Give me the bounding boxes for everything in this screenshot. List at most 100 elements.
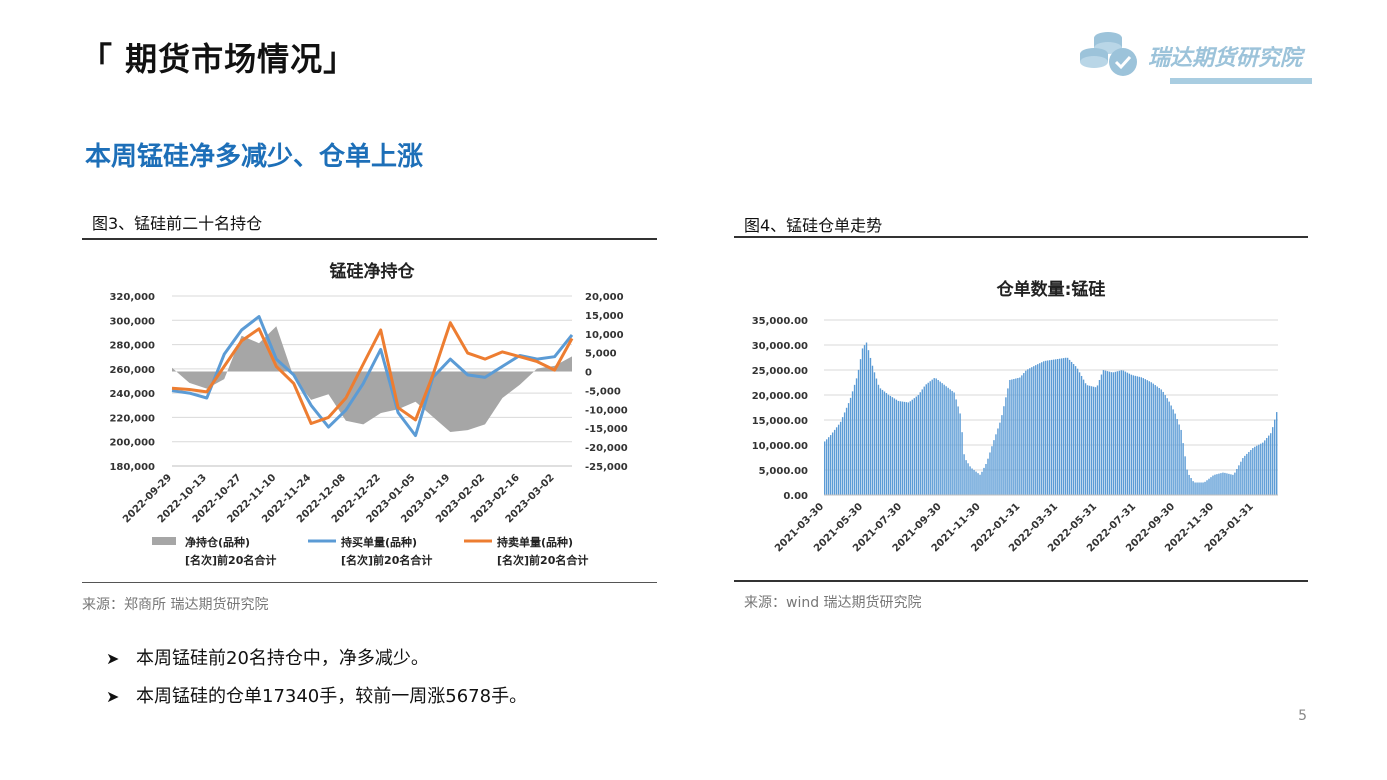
warrant-bar <box>1264 440 1266 495</box>
warrant-bar <box>879 388 882 496</box>
warrant-bar <box>1031 367 1033 495</box>
warrant-bar <box>1056 359 1059 495</box>
warrant-bar <box>1058 358 1061 495</box>
y-tick-label-right: -15,000 <box>585 424 628 435</box>
warrant-bar <box>1176 419 1178 495</box>
warrant-bar <box>853 384 856 495</box>
warrant-bar <box>1270 433 1272 495</box>
warrant-bar <box>917 395 919 495</box>
warrant-bar <box>1003 406 1005 495</box>
warrant-bar <box>929 381 931 495</box>
warrant-bar <box>1246 453 1248 495</box>
warrant-bar <box>1160 389 1162 495</box>
warrant-bar <box>1200 482 1202 495</box>
warrant-bar <box>1116 371 1119 495</box>
warrant-bar <box>1078 372 1081 495</box>
warrant-bar <box>1156 386 1158 495</box>
warrant-bar <box>1146 380 1148 495</box>
warrant-bar <box>903 401 906 495</box>
fig4-label: 图4、锰硅仓单走势 <box>744 216 883 235</box>
y-tick-label-left: 180,000 <box>109 462 155 473</box>
warrant-bar <box>1184 456 1186 495</box>
warrant-bar <box>931 379 933 495</box>
fig3-bottom-rule <box>82 582 657 583</box>
warrant-bar <box>957 406 959 495</box>
warrant-bar <box>941 383 943 495</box>
warrant-bar <box>1104 370 1107 495</box>
warrant-bar <box>1049 360 1051 495</box>
warrant-bar <box>1234 472 1236 495</box>
warrant-bar <box>1098 379 1101 495</box>
warrant-bar <box>1045 360 1047 495</box>
warrant-bar <box>1144 379 1146 495</box>
warrant-bar <box>1240 461 1242 495</box>
warrant-bar <box>877 384 880 495</box>
warrant-bar <box>1021 375 1023 495</box>
warrant-bar <box>1082 379 1085 495</box>
y-tick-label-right: -25,000 <box>585 462 628 473</box>
warrant-bar <box>1108 371 1111 495</box>
warrant-bar <box>1182 443 1184 495</box>
warrant-bar <box>1158 387 1160 495</box>
warrant-bar <box>1276 412 1278 495</box>
warrant-bar <box>1080 375 1083 495</box>
warrant-bar <box>943 384 945 495</box>
warrant-bar <box>1250 450 1252 495</box>
warrant-bar <box>1242 458 1244 495</box>
warrant-bar <box>1074 366 1077 495</box>
warrant-bar <box>867 350 870 495</box>
warrant-bar <box>1052 359 1055 495</box>
warrant-bar <box>1084 383 1087 495</box>
section-subtitle: 本周锰硅净多减少、仓单上涨 <box>85 142 424 172</box>
warrant-bar <box>1120 370 1123 495</box>
warrant-bar <box>921 389 923 495</box>
warrant-bar <box>911 399 913 495</box>
warrant-bar <box>909 401 912 495</box>
warrant-bar <box>899 401 902 495</box>
warrant-bar <box>1150 382 1152 495</box>
warrant-bar <box>1272 427 1274 495</box>
warrant-bar <box>1090 386 1093 495</box>
fig4-top-rule <box>734 236 1308 238</box>
warrant-bar <box>981 471 983 495</box>
warrant-bar <box>1047 360 1049 495</box>
warrant-bar <box>1124 371 1127 495</box>
company-logo: 瑞达期货研究院 <box>1078 28 1318 86</box>
warrant-bar <box>1252 448 1254 495</box>
warrant-bar <box>1062 358 1065 495</box>
warrant-bar <box>875 378 878 495</box>
warrant-bar <box>935 378 937 495</box>
warrant-bar <box>1170 405 1172 495</box>
warrant-bar <box>1256 445 1258 495</box>
warrant-bar <box>1206 480 1208 495</box>
warrant-bar <box>1164 395 1166 495</box>
warrant-bar <box>871 365 874 495</box>
warrant-bar <box>1172 409 1174 495</box>
warrant-bar <box>825 439 828 495</box>
warrant-bar <box>1198 482 1200 495</box>
warrant-bar <box>857 369 860 495</box>
warrant-bar <box>1118 370 1121 495</box>
y-tick-label: 35,000.00 <box>752 316 808 327</box>
warrant-bar <box>1186 469 1188 495</box>
warrant-bar <box>1248 451 1250 495</box>
warrant-bar <box>1128 373 1131 495</box>
warrant-bar <box>989 452 991 495</box>
warrant-bar <box>1266 437 1268 495</box>
warrant-bar <box>885 393 888 495</box>
y-tick-label-right: -20,000 <box>585 443 628 454</box>
y-tick-label-right: 5,000 <box>585 349 617 360</box>
warrant-bar <box>1051 359 1053 495</box>
y-tick-label-right: 0 <box>585 368 592 379</box>
legend-label: [名次]前20名合计 <box>497 553 588 567</box>
warrant-bar <box>1196 482 1198 495</box>
warrant-bar <box>1019 377 1021 495</box>
warrant-bar <box>839 421 842 495</box>
warrant-bar <box>1041 362 1043 495</box>
warrant-bar <box>1102 370 1105 495</box>
y-tick-label: 10,000.00 <box>752 441 808 452</box>
warrant-bar <box>827 437 830 495</box>
buy-volume-line <box>171 315 574 438</box>
warrant-bar <box>824 441 826 495</box>
fig3-top-rule <box>82 238 657 240</box>
